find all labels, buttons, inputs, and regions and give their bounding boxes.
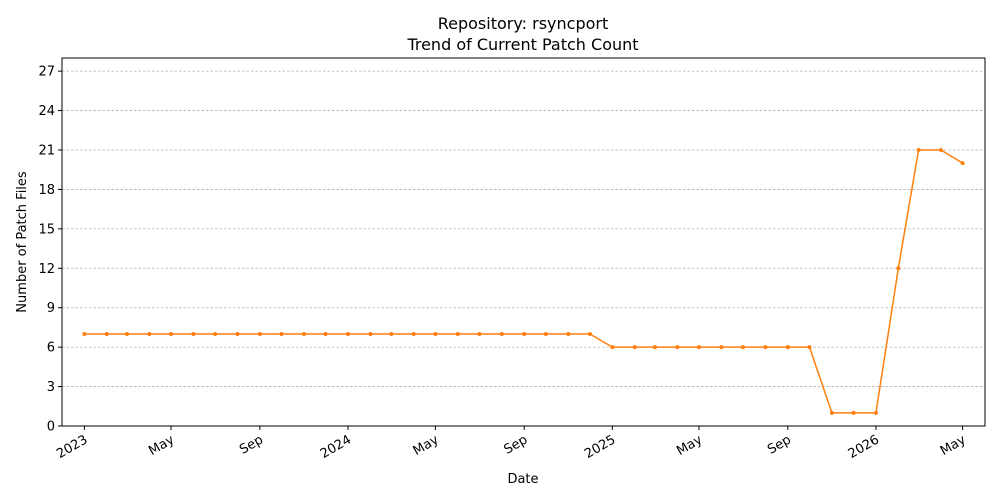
y-axis-label: Number of Patch Files — [15, 171, 30, 313]
y-tick-label: 12 — [38, 262, 55, 277]
x-tick-label: May — [411, 432, 442, 459]
x-axis-label: Date — [507, 472, 538, 487]
data-point — [389, 332, 394, 336]
y-tick-label: 3 — [47, 380, 55, 395]
y-tick-label: 24 — [38, 104, 55, 119]
axes: 0 3 6 9 12 15 18 21 24 27 2023 May Sep 2024 May Sep 2025… — [38, 57, 986, 462]
x-tick-label: Sep — [237, 432, 266, 457]
data-point — [433, 332, 438, 336]
data-point — [477, 332, 482, 336]
data-point — [896, 266, 901, 271]
x-tick-label: May — [674, 432, 705, 459]
data-point — [147, 332, 152, 336]
data-point — [82, 332, 87, 336]
chart-title-line1: Repository: rsyncport — [438, 14, 609, 33]
x-tick-label: Sep — [765, 432, 794, 457]
x-tick-label: May — [146, 432, 177, 459]
data-point — [610, 345, 615, 350]
data-point — [499, 332, 504, 336]
data-point — [566, 332, 571, 336]
x-tick-label: 2023 — [54, 432, 90, 462]
x-tick-label: 2026 — [846, 432, 882, 462]
data-point — [652, 345, 657, 350]
data-point — [279, 332, 284, 336]
data-point — [587, 332, 592, 336]
chart-title-line2: Trend of Current Patch Count — [406, 35, 638, 54]
data-point — [632, 345, 637, 350]
data-point — [763, 345, 768, 350]
data-point — [257, 332, 262, 336]
y-tick-label: 21 — [38, 144, 55, 159]
data-point — [719, 345, 724, 350]
data-point — [741, 345, 746, 350]
data-point — [125, 332, 129, 336]
plot-frame — [61, 57, 986, 427]
y-tick-label: 9 — [47, 301, 55, 316]
data-point — [235, 332, 240, 336]
data-point — [346, 332, 350, 336]
data-point — [873, 410, 878, 415]
data-point — [807, 345, 812, 350]
data-point — [191, 332, 196, 336]
data-point — [411, 332, 416, 336]
data-point — [323, 332, 328, 336]
data-point — [785, 345, 790, 350]
data-point — [697, 345, 701, 350]
data-point — [960, 161, 965, 166]
data-point — [916, 148, 921, 152]
x-tick-label: 2025 — [582, 432, 618, 462]
data-point — [368, 332, 373, 336]
data-point — [675, 345, 680, 350]
data-point — [522, 332, 527, 336]
grid-lines — [62, 70, 985, 387]
data-point — [543, 332, 548, 336]
data-point — [938, 148, 943, 152]
y-tick-label: 18 — [38, 183, 55, 198]
y-tick-label: 0 — [47, 420, 55, 435]
data-point — [455, 332, 460, 336]
y-tick-label: 27 — [38, 65, 55, 80]
data-point — [104, 332, 109, 336]
data-point — [301, 332, 306, 336]
data-point — [829, 410, 834, 415]
x-tick-label: May — [938, 432, 969, 459]
x-tick-label: 2024 — [318, 432, 354, 462]
data-point — [169, 332, 174, 336]
x-tick-label: Sep — [501, 432, 530, 457]
data-point — [851, 410, 856, 415]
y-tick-label: 6 — [47, 341, 55, 356]
y-tick-label: 15 — [38, 222, 55, 237]
series-layer — [82, 148, 965, 415]
data-point — [213, 332, 218, 336]
